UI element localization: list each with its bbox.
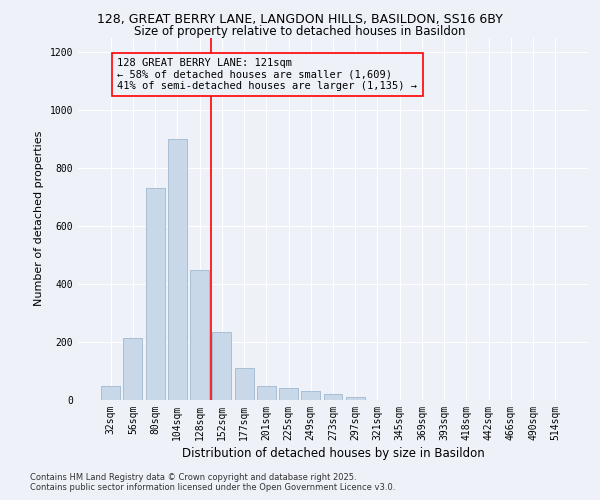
Bar xyxy=(146,188,164,400)
Text: Size of property relative to detached houses in Basildon: Size of property relative to detached ho… xyxy=(134,25,466,38)
Bar xyxy=(346,397,365,400)
Bar xyxy=(212,332,231,400)
Text: 128, GREAT BERRY LANE, LANGDON HILLS, BASILDON, SS16 6BY: 128, GREAT BERRY LANE, LANGDON HILLS, BA… xyxy=(97,12,503,26)
Bar xyxy=(124,338,142,400)
Bar xyxy=(323,394,343,400)
Bar xyxy=(301,392,320,400)
Bar xyxy=(257,386,276,400)
Bar xyxy=(235,368,254,400)
Bar xyxy=(168,139,187,400)
Y-axis label: Number of detached properties: Number of detached properties xyxy=(34,131,44,306)
Text: 128 GREAT BERRY LANE: 121sqm
← 58% of detached houses are smaller (1,609)
41% of: 128 GREAT BERRY LANE: 121sqm ← 58% of de… xyxy=(118,58,418,91)
Bar xyxy=(190,270,209,400)
X-axis label: Distribution of detached houses by size in Basildon: Distribution of detached houses by size … xyxy=(182,447,484,460)
Bar xyxy=(101,386,120,400)
Bar xyxy=(279,388,298,400)
Text: Contains HM Land Registry data © Crown copyright and database right 2025.
Contai: Contains HM Land Registry data © Crown c… xyxy=(30,473,395,492)
